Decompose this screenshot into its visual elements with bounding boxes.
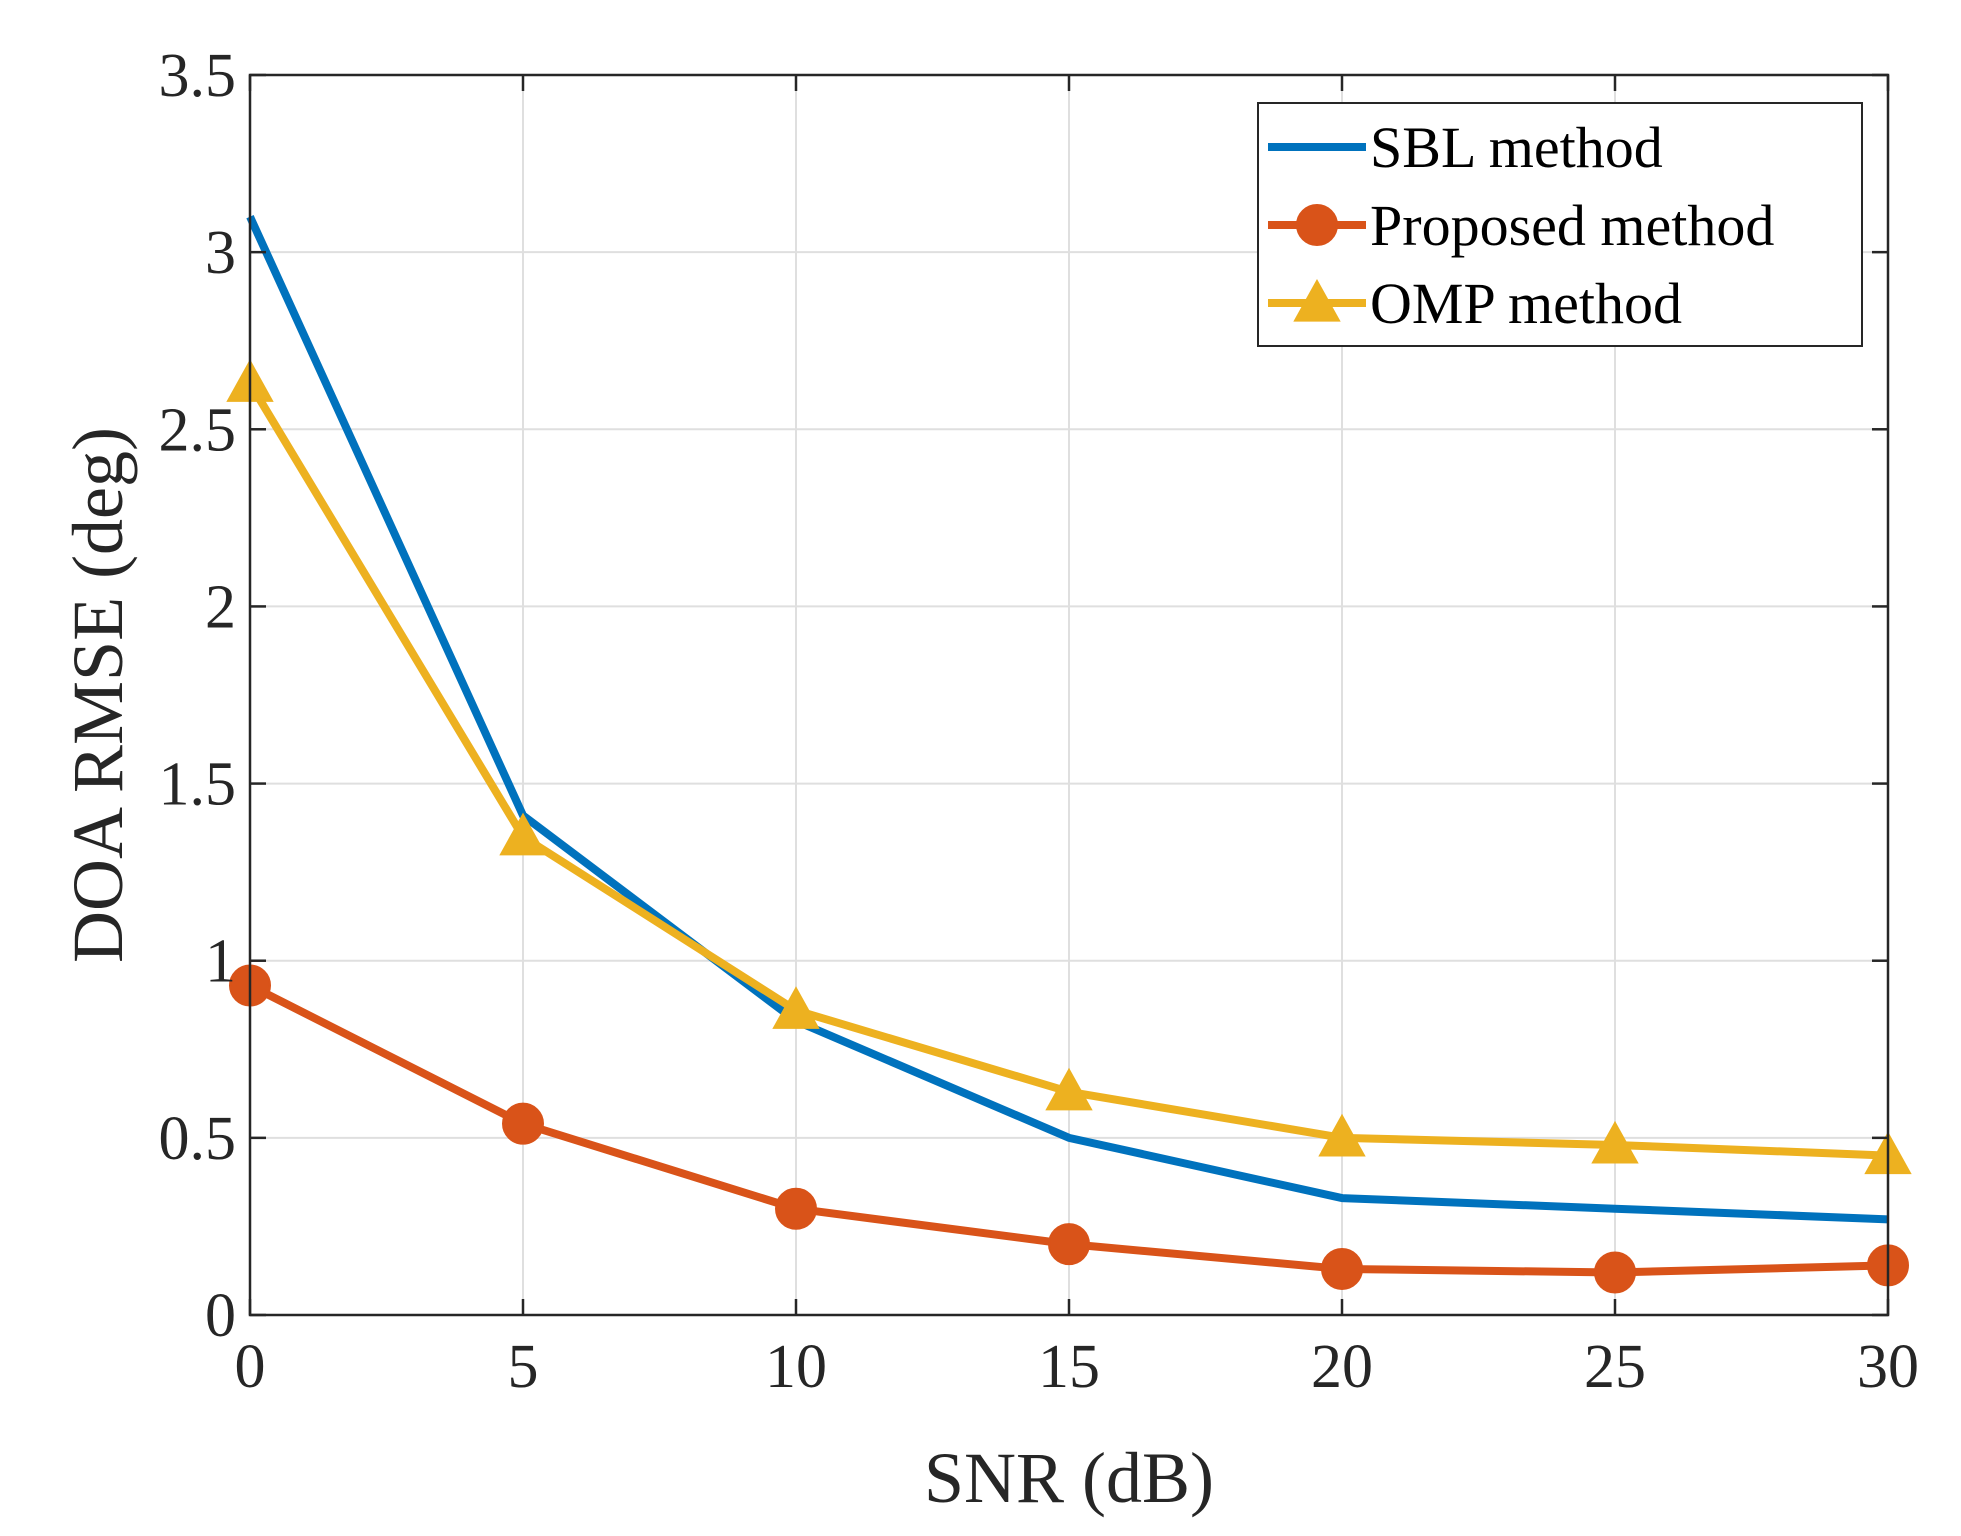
series-omp-method <box>226 359 1912 1175</box>
x-axis-title: SNR (dB) <box>924 1438 1214 1518</box>
y-axis-title: DOA RMSE (deg) <box>58 427 138 963</box>
y-tick-label: 3.5 <box>159 42 237 110</box>
data-point-omp-method <box>1318 1113 1366 1157</box>
x-tick-label: 25 <box>1584 1333 1646 1401</box>
legend-label-omp-method: OMP method <box>1370 271 1682 336</box>
data-point-proposed-method <box>1594 1251 1636 1294</box>
y-tick-label: 2 <box>205 573 236 641</box>
y-tick-label: 0 <box>205 1282 236 1350</box>
y-tick-label: 2.5 <box>159 396 237 464</box>
data-point-proposed-method <box>775 1187 817 1230</box>
x-tick-label: 0 <box>235 1333 266 1401</box>
x-tick-label: 5 <box>508 1333 539 1401</box>
legend-label-proposed-method: Proposed method <box>1370 193 1774 258</box>
series-proposed-method <box>229 964 1909 1294</box>
data-point-proposed-method <box>1048 1223 1090 1266</box>
x-tick-label: 20 <box>1311 1333 1373 1401</box>
y-tick-label: 1 <box>205 928 236 996</box>
data-point-proposed-method <box>1321 1247 1363 1290</box>
ticks <box>248 73 1890 1317</box>
legend: SBL method Proposed method OMP method <box>1257 102 1863 347</box>
data-point-omp-method <box>1591 1120 1639 1164</box>
series-layer <box>226 215 1912 1294</box>
legend-marker-proposed-method <box>1296 204 1338 246</box>
x-tick-label: 10 <box>765 1333 827 1401</box>
y-tick-label: 3 <box>205 219 236 287</box>
data-point-omp-method <box>1045 1067 1093 1111</box>
y-tick-label: 1.5 <box>159 751 237 819</box>
legend-label-sbl-method: SBL method <box>1370 115 1663 180</box>
data-point-proposed-method <box>502 1102 544 1145</box>
x-tick-label: 15 <box>1038 1333 1100 1401</box>
data-point-omp-method <box>499 812 547 856</box>
y-tick-labels: 0 0.5 1 1.5 2 2.5 3 3.5 <box>159 42 237 1350</box>
x-tick-label: 30 <box>1857 1333 1919 1401</box>
x-tick-labels: 0 5 10 15 20 25 30 <box>235 1333 1920 1401</box>
legend-marker-omp-method <box>1293 278 1341 322</box>
data-point-omp-method <box>772 986 820 1029</box>
y-tick-label: 0.5 <box>159 1105 237 1173</box>
